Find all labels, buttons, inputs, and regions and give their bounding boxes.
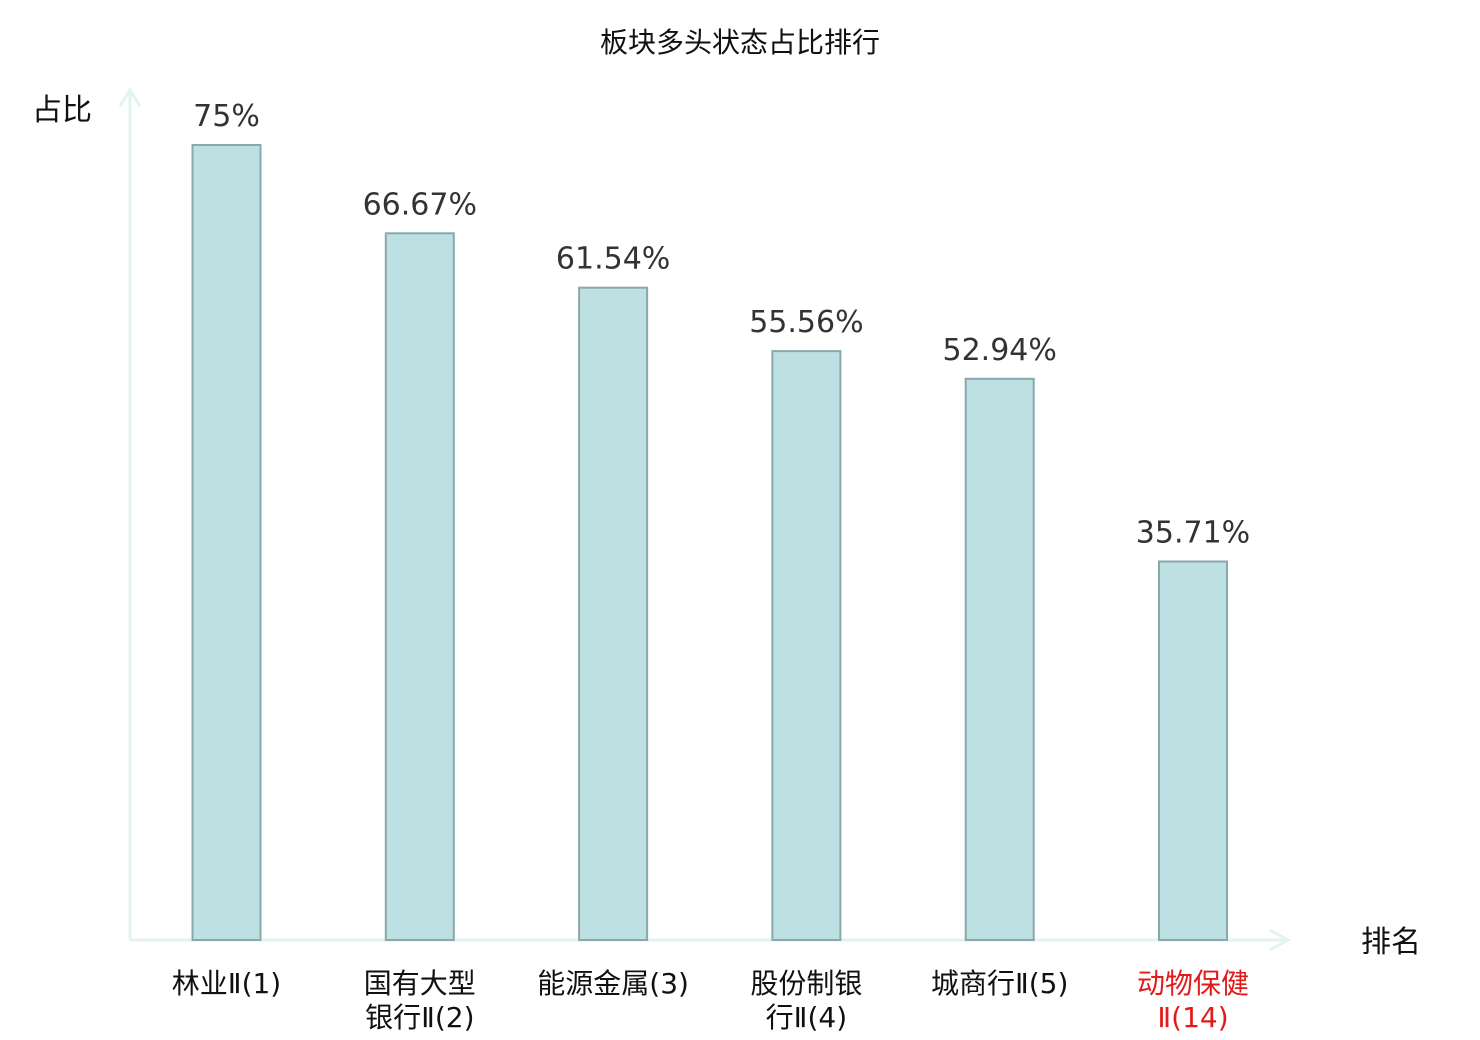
value-label: 66.67% [363,187,477,222]
category-rank: Ⅱ(14) [1157,1001,1228,1034]
category-label: 行Ⅱ(4) [766,1001,847,1034]
value-label: 35.71% [1136,516,1250,551]
category-name: 能源金属 [537,967,649,1000]
category-name: 国有大型 [364,967,476,1000]
category-label: 城商行Ⅱ(5) [931,967,1068,1000]
chart-title: 板块多头状态占比排行 [600,26,880,59]
category-label: 股份制银 [750,967,862,1000]
bar [1158,560,1228,941]
bar [578,286,649,941]
category-label: 银行Ⅱ(2) [365,1001,474,1034]
category-rank: Ⅱ(1) [228,967,281,1000]
category-name: 股份制银 [750,967,862,1000]
category-rank: (3) [649,967,689,1000]
category-rank: Ⅱ(4) [794,1001,847,1034]
bars [191,144,1228,942]
category-name: 行 [766,1001,794,1034]
category-label: 林业Ⅱ(1) [172,967,281,1000]
category-name: 银行 [365,1001,421,1034]
category-rank: Ⅱ(5) [1015,967,1068,1000]
category-name: 城商行 [931,967,1015,1000]
category-name: 动物保健 [1137,967,1249,1000]
x-axis-label: 排名 [1361,925,1421,960]
category-label: 国有大型 [364,967,476,1000]
category-label: Ⅱ(14) [1157,1001,1228,1034]
bar [191,144,262,941]
value-labels: 75% 66.67% 61.54% 55.56% 52.94% 35.71% [193,99,1250,551]
category-label: 动物保健 [1137,967,1249,1000]
y-axis-label: 占比 [32,93,92,128]
bar [964,377,1035,941]
x-axis [130,928,1292,952]
value-label: 52.94% [943,333,1057,368]
category-label: 能源金属(3) [537,967,689,1000]
value-label: 75% [193,99,260,134]
y-axis [118,87,142,940]
bar [384,232,455,942]
value-label: 61.54% [556,242,670,277]
value-label: 55.56% [749,305,863,340]
category-name: 林业 [172,967,228,1000]
category-rank: Ⅱ(2) [421,1001,474,1034]
bar [771,350,842,942]
